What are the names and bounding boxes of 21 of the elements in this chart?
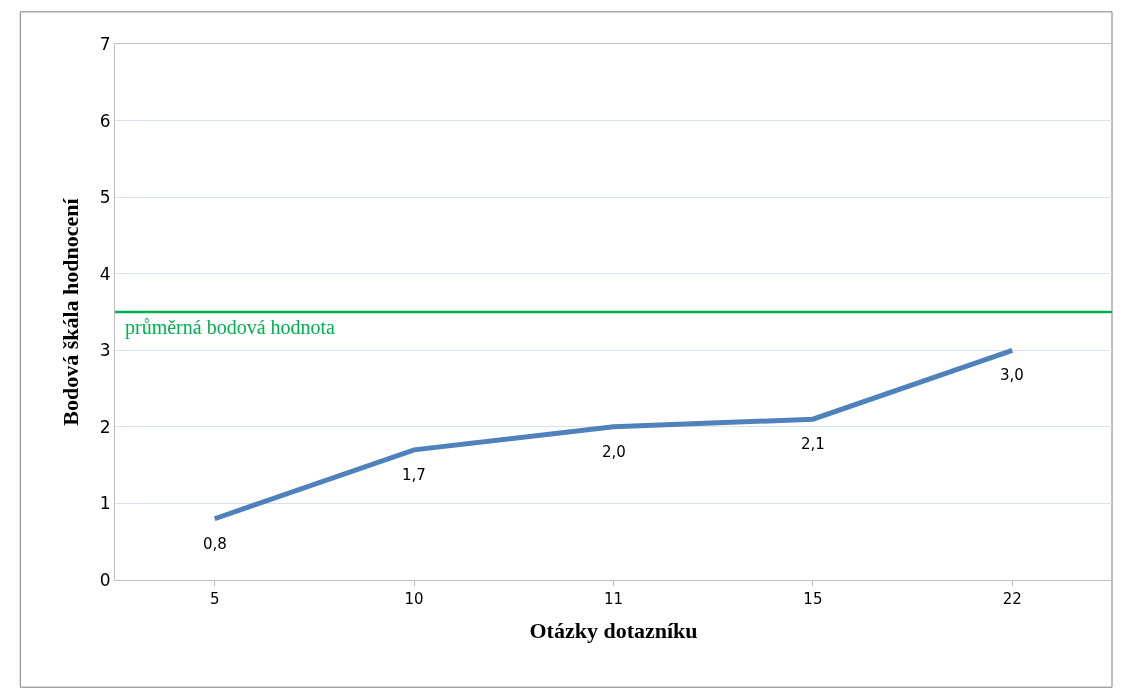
x-tick-label: 11: [603, 590, 624, 608]
x-tick-label: 22: [1002, 590, 1022, 608]
x-tick-label: 15: [803, 590, 823, 608]
y-tick-label: 2: [99, 416, 111, 437]
x-tick-label: 10: [404, 590, 424, 608]
data-label: 2,0: [602, 443, 626, 461]
y-tick-label: 7: [99, 33, 111, 54]
y-tick-label: 1: [99, 493, 111, 514]
y-tick-label: 5: [99, 187, 111, 208]
y-axis-title: Bodová škála hodnocení: [57, 197, 83, 426]
y-tick-label: 6: [99, 110, 111, 131]
ref-line-label: průměrná bodová hodnota: [125, 316, 336, 339]
y-tick-label: 3: [99, 340, 111, 361]
data-label: 3,0: [1000, 366, 1024, 384]
x-tick-label: 5: [209, 590, 220, 608]
data-label: 2,1: [801, 435, 825, 453]
x-axis-title: Otázky dotazníku: [529, 617, 698, 643]
data-label: 0,8: [203, 535, 227, 553]
data-label: 1,7: [402, 466, 426, 484]
y-tick-label: 4: [99, 263, 111, 284]
y-tick-label: 0: [99, 569, 111, 590]
